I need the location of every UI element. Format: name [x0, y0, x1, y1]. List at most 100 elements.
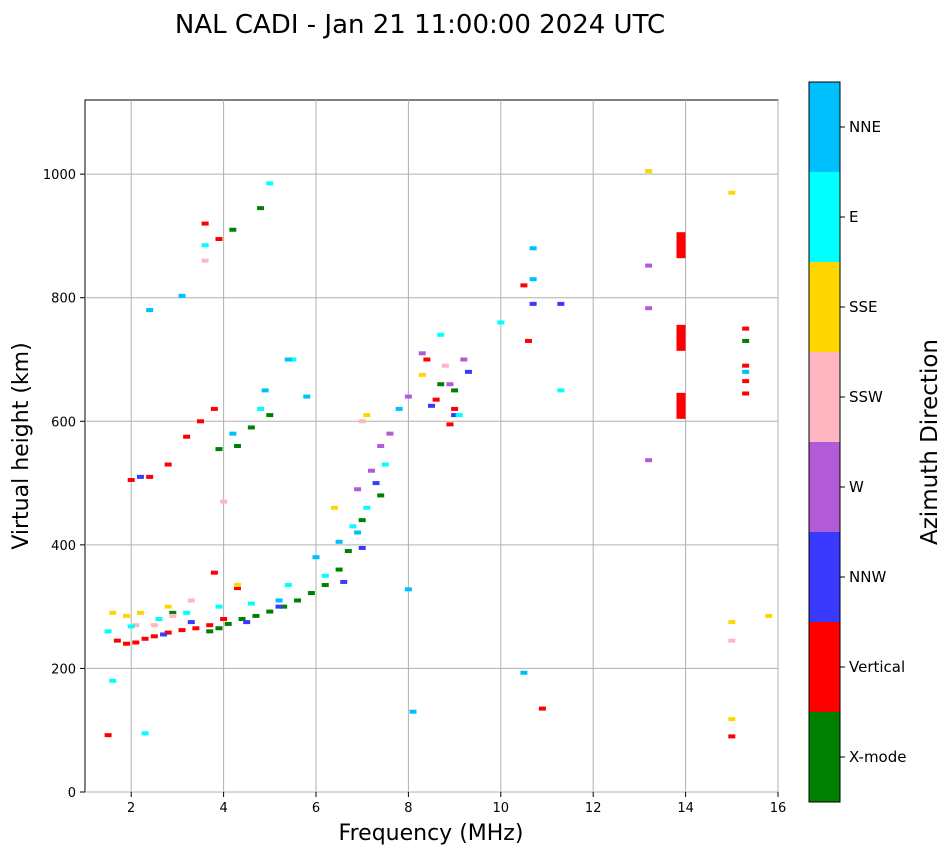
echo-point: [358, 545, 366, 550]
echo-point: [233, 586, 241, 591]
echo-point: [354, 530, 362, 535]
echo-point: [109, 610, 117, 615]
echo-point: [460, 357, 468, 362]
echo-point: [358, 518, 366, 523]
x-tick-label: 6: [312, 801, 320, 816]
echo-point: [446, 422, 454, 427]
echo-point: [233, 444, 241, 448]
colorbar: X-mode Vertical NNW W SSW SSE E NNE: [808, 81, 906, 803]
echo-point: [557, 388, 565, 393]
x-axis-label: Frequency (MHz): [339, 821, 524, 846]
echo-point: [742, 379, 750, 384]
echo-point: [224, 621, 232, 626]
echo-point: [229, 431, 237, 436]
echo-point: [275, 598, 283, 603]
x-tick-label: 8: [404, 801, 412, 816]
echo-point: [127, 477, 135, 482]
colorbar-tick-label: SSW: [849, 388, 883, 406]
echo-point: [257, 206, 265, 211]
echo-point: [742, 326, 750, 331]
y-tick-label: 600: [51, 415, 76, 430]
colorbar-tick-label: X-mode: [849, 748, 906, 766]
echo-point: [446, 382, 454, 387]
echo-point: [215, 447, 223, 452]
colorbar-segment: [809, 82, 840, 172]
echo-point: [464, 369, 472, 374]
echo-point: [377, 493, 385, 498]
x-tick-label: 4: [219, 801, 227, 816]
echo-point: [451, 388, 459, 393]
echo-point: [529, 277, 537, 282]
echo-point: [215, 604, 223, 609]
echo-point: [358, 419, 366, 424]
echo-point: [104, 629, 112, 634]
echo-point: [372, 481, 380, 486]
x-tick-label: 12: [585, 801, 602, 816]
echo-point: [418, 351, 426, 356]
colorbar-segment: [809, 262, 840, 352]
echo-point: [312, 555, 320, 560]
colorbar-tick-label: NNW: [849, 568, 886, 586]
echo-point: [404, 587, 412, 592]
y-tick-label: 0: [68, 786, 76, 801]
echo-point: [404, 394, 412, 399]
echo-point: [409, 709, 417, 714]
echo-point: [229, 227, 237, 232]
echo-point: [150, 634, 158, 639]
echo-point: [247, 601, 255, 606]
colorbar-segment: [809, 622, 840, 712]
colorbar-tick-label: E: [849, 208, 858, 226]
echo-point: [210, 570, 218, 575]
echo-point: [150, 623, 158, 628]
echo-point: [233, 583, 241, 588]
echo-point: [497, 320, 505, 325]
echo-point: [363, 505, 371, 510]
echo-point: [728, 734, 736, 739]
plot-area: [84, 99, 779, 793]
echo-point: [164, 462, 172, 467]
echo-point: [132, 640, 140, 645]
echo-point: [146, 308, 154, 313]
echo-point: [455, 413, 463, 418]
echo-point: [321, 583, 329, 588]
echo-point: [183, 434, 191, 439]
echo-point: [520, 670, 528, 675]
echo-point: [187, 620, 195, 625]
echo-point: [529, 301, 537, 306]
echo-point: [178, 293, 186, 298]
echo-point: [428, 403, 435, 408]
echo-point: [206, 629, 214, 634]
x-tick-label: 2: [127, 801, 135, 816]
echo-point: [728, 717, 736, 722]
echo-point: [742, 338, 750, 343]
echo-point: [367, 468, 375, 473]
echo-point: [335, 567, 343, 572]
echo-point: [164, 604, 172, 609]
echo-point: [104, 733, 112, 738]
echo-point: [451, 406, 459, 411]
colorbar-segment: [809, 352, 840, 442]
echo-point: [294, 598, 302, 603]
echo-point: [742, 391, 750, 396]
echo-point: [765, 613, 773, 618]
echo-point: [210, 406, 218, 411]
echo-point: [238, 617, 246, 621]
echo-point: [123, 613, 131, 618]
echo-point: [266, 181, 274, 186]
x-tick-label: 16: [770, 801, 787, 816]
echo-point: [261, 388, 269, 393]
y-axis-label: Virtual height (km): [9, 342, 34, 549]
y-axis-ticks: 0 200 400 600 800 1000: [43, 168, 85, 801]
echo-point: [187, 598, 195, 603]
echo-point: [127, 624, 135, 629]
echo-point: [141, 731, 149, 736]
echo-point: [381, 462, 389, 467]
echo-point: [169, 610, 177, 615]
y-tick-label: 400: [51, 539, 76, 554]
echo-point: [728, 620, 736, 625]
echo-point: [113, 638, 121, 643]
echo-point: [432, 397, 440, 402]
echo-point: [363, 413, 371, 418]
echo-point: [676, 324, 686, 351]
